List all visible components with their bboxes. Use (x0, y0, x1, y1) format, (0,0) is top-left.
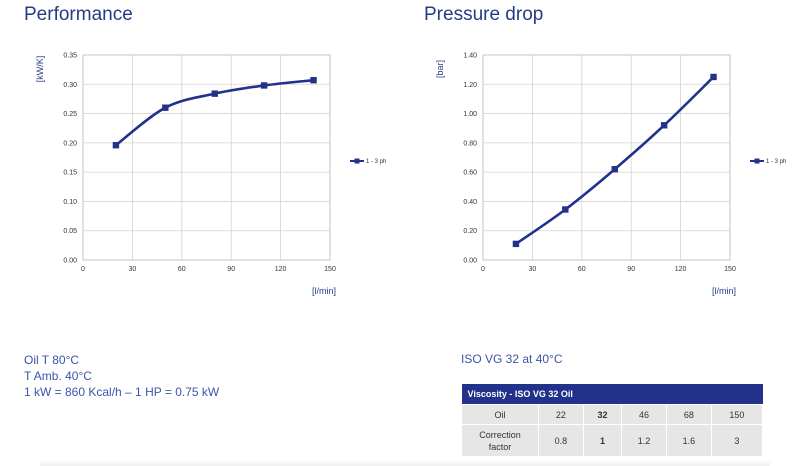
legend-label: 1 - 3 ph (766, 159, 786, 165)
row-label-oil: Oil (461, 404, 539, 425)
x-axis-label: [l/min] (312, 286, 336, 296)
data-point (112, 142, 120, 149)
table-cell: 22 (538, 404, 584, 425)
x-tick-label: 30 (529, 266, 537, 273)
unit-conversion-note: 1 kW = 860 Kcal/h – 1 HP = 0.75 kW (24, 385, 220, 399)
data-point (562, 206, 569, 213)
oil-temperature-note: Oil T 80°C (24, 353, 80, 367)
row-label-line: factor (488, 441, 512, 452)
x-tick-label: 120 (275, 266, 287, 273)
legend-marker (754, 158, 760, 164)
y-tick-label: 0.80 (463, 140, 477, 147)
table-cell: 150 (710, 404, 764, 425)
row-label-line: Correction (479, 429, 521, 440)
y-tick-label: 0.30 (63, 82, 77, 89)
pressure-drop-chart: 0.00 0.20 0.40 0.60 0.80 1.00 1.20 1.40 0 30 60 90 1… (435, 53, 786, 297)
data-point (310, 76, 317, 84)
y-tick-label: 0.20 (463, 228, 477, 235)
data-point (260, 82, 268, 89)
data-point (611, 166, 618, 173)
y-tick-label: 1.20 (463, 82, 477, 89)
table-cell: 32 (582, 404, 623, 425)
table-cell: 1.6 (665, 424, 712, 457)
x-tick-label: 0 (81, 266, 85, 273)
x-tick-label: 150 (324, 266, 336, 273)
table-row-correction: Correction factor 0.8 1 1.2 1.6 3 (461, 424, 764, 457)
y-tick-label: 0.00 (463, 258, 477, 265)
table-cell: 1 (582, 424, 623, 457)
data-point (512, 240, 520, 248)
legend-marker (354, 158, 360, 164)
y-tick-label: 1.00 (463, 111, 477, 118)
plot-area (82, 54, 331, 261)
y-tick-label: 0.35 (63, 53, 77, 60)
y-tick-label: 0.40 (463, 199, 477, 206)
series-line (515, 76, 715, 245)
x-tick-label: 0 (481, 266, 485, 273)
table-cell: 1.2 (621, 424, 667, 457)
legend-label: 1 - 3 ph (366, 159, 386, 165)
performance-chart: 0.00 0.05 0.10 0.15 0.20 0.25 0.30 0.35 0 30 60 90 1… (35, 53, 386, 297)
performance-title: Performance (24, 4, 133, 25)
row-label-correction-factor: Correction factor (461, 424, 539, 457)
x-tick-label: 150 (724, 266, 736, 273)
iso-viscosity-title: ISO VG 32 at 40°C (461, 352, 563, 366)
table-row-oil: Oil 22 32 46 68 150 (461, 404, 764, 425)
y-axis-label: [bar] (435, 60, 445, 78)
bottom-shadow (40, 460, 770, 466)
table-cell: 0.8 (538, 424, 584, 457)
x-tick-label: 60 (578, 266, 586, 273)
y-tick-label: 0.00 (63, 258, 77, 265)
ambient-temperature-note: T Amb. 40°C (24, 369, 92, 383)
viscosity-table-header: Viscosity - ISO VG 32 Oil (461, 384, 763, 405)
pressure-drop-title: Pressure drop (424, 4, 544, 25)
operating-notes: Oil T 80°C T Amb. 40°C 1 kW = 860 Kcal/h… (24, 352, 219, 400)
data-point (162, 104, 169, 111)
data-point (660, 122, 668, 129)
x-axis-label: [l/min] (712, 286, 736, 296)
data-point (211, 90, 218, 97)
plot-area (482, 54, 731, 261)
y-tick-label: 0.25 (63, 111, 77, 118)
x-tick-label: 120 (675, 266, 687, 273)
x-tick-label: 90 (227, 266, 235, 273)
x-tick-label: 90 (627, 266, 635, 273)
series-line (115, 78, 314, 147)
y-tick-label: 0.10 (63, 199, 77, 206)
y-tick-label: 0.20 (63, 140, 77, 147)
x-tick-label: 30 (129, 266, 137, 273)
y-tick-label: 0.60 (463, 170, 477, 177)
table-cell: 68 (665, 404, 712, 425)
x-tick-label: 60 (178, 266, 186, 273)
viscosity-table: Viscosity - ISO VG 32 Oil Oil 22 32 46 6… (461, 384, 764, 457)
y-tick-label: 0.05 (63, 228, 77, 235)
table-cell: 46 (621, 404, 667, 425)
y-axis-label: [kW/K] (35, 56, 45, 83)
y-tick-label: 0.15 (63, 170, 77, 177)
table-cell: 3 (710, 424, 764, 457)
data-point (710, 73, 717, 81)
y-tick-label: 1.40 (463, 53, 477, 60)
